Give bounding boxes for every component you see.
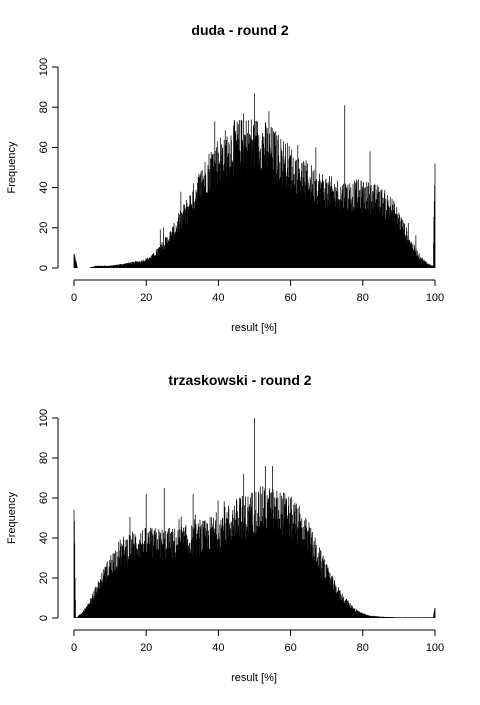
y-tick-label: 80 <box>38 452 50 464</box>
chart-title: duda - round 2 <box>191 22 288 38</box>
y-axis: 0 20 40 60 80 100 Frequency <box>6 58 59 271</box>
x-tick-label: 0 <box>71 642 77 654</box>
x-tick-label: 0 <box>71 292 77 304</box>
y-tick-label: 40 <box>38 532 50 544</box>
y-tick-label: 100 <box>38 58 50 76</box>
chart-title: trzaskowski - round 2 <box>168 372 311 388</box>
y-axis-label: Frequency <box>6 492 18 544</box>
histogram-panel-2: trzaskowski - round 2 0 20 40 60 80 100 result … <box>6 372 444 684</box>
x-tick-label: 40 <box>212 642 224 654</box>
x-axis-label: result [%] <box>231 322 277 334</box>
y-tick-label: 80 <box>38 101 50 113</box>
x-tick-label: 20 <box>140 292 152 304</box>
x-tick-label: 100 <box>426 642 444 654</box>
x-tick-label: 60 <box>284 292 296 304</box>
y-tick-label: 60 <box>38 492 50 504</box>
y-tick-label: 20 <box>38 572 50 584</box>
x-axis-label: result [%] <box>231 672 277 684</box>
x-axis: 0 20 40 60 80 100 result [%] <box>71 279 444 334</box>
histogram-panel-1: duda - round 2 0 20 40 60 80 100 result [%] 0 20 4… <box>6 22 444 334</box>
y-tick-label: 100 <box>38 409 50 427</box>
x-tick-label: 40 <box>212 292 224 304</box>
y-axis: 0 20 40 60 80 100 Frequency <box>6 409 59 621</box>
y-axis-label: Frequency <box>6 141 18 193</box>
histogram-bars <box>73 418 436 618</box>
y-tick-label: 20 <box>38 222 50 234</box>
x-tick-label: 60 <box>284 642 296 654</box>
y-tick-label: 0 <box>38 615 50 621</box>
x-tick-label: 80 <box>357 642 369 654</box>
x-tick-label: 20 <box>140 642 152 654</box>
x-tick-label: 100 <box>426 292 444 304</box>
y-tick-label: 0 <box>38 265 50 271</box>
y-tick-label: 60 <box>38 141 50 153</box>
y-tick-label: 40 <box>38 181 50 193</box>
x-tick-label: 80 <box>357 292 369 304</box>
x-axis: 0 20 40 60 80 100 result [%] <box>71 629 444 684</box>
histogram-bars <box>73 93 436 268</box>
